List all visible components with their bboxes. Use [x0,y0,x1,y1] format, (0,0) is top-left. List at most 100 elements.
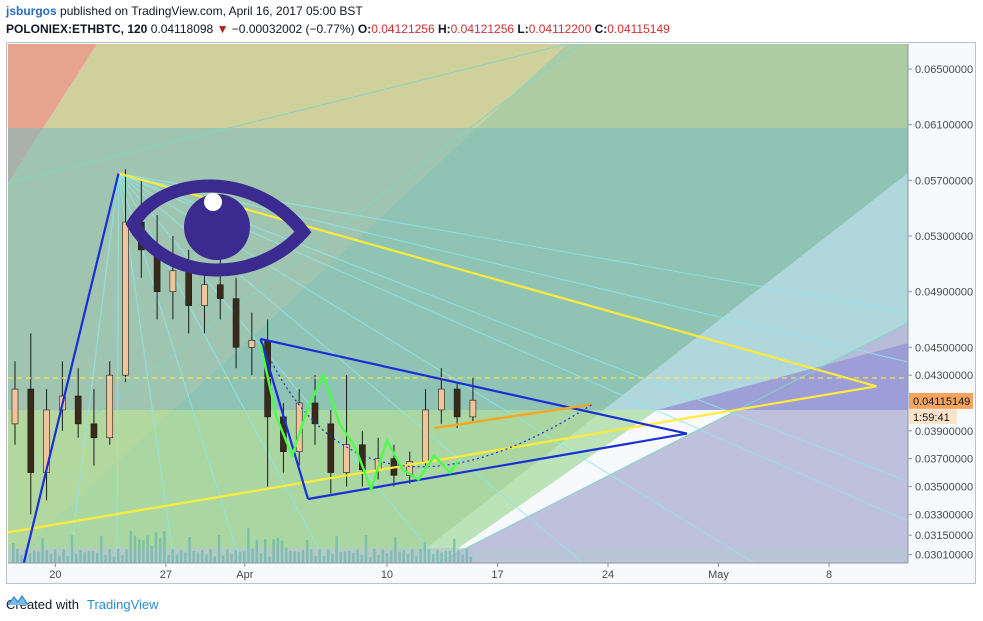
candle-body [169,270,177,292]
volume-bar [41,538,44,563]
tradingview-link[interactable]: TradingView [7,594,159,612]
volume-bar [49,553,53,563]
y-tick-label: 0.06100000 [915,120,973,132]
channel-line [96,44,581,414]
candle-body [11,388,19,425]
volume-bar [96,552,99,563]
zone-lower-green [8,410,657,563]
blue-drop-trendline [259,338,310,500]
volume-bar [348,550,351,563]
volume-bar [423,542,426,563]
candle-body [232,298,240,348]
y-tick-label: 0.03150000 [915,530,973,542]
volume-bar [264,539,267,563]
volume-bar [83,552,86,563]
x-tick-label: Apr [236,569,253,581]
volume-bar [394,537,397,563]
candle-body [90,423,98,439]
orange-target-line [434,403,593,430]
volume-bar [167,555,170,563]
volume-bar [188,536,191,563]
dotted-arc [260,338,593,468]
volume-bar [268,556,271,563]
volume-bar [138,539,141,563]
high-label: H: [438,22,451,36]
volume-bar [213,556,216,563]
y-tick-label: 0.04300000 [915,370,973,382]
candles [11,169,477,515]
open-value: 0.04121256 [371,22,435,36]
volume-bar [87,551,90,563]
green-wave-path [259,344,459,493]
volume-bar [112,556,116,563]
volume-bar [117,549,120,563]
fib-zones [8,44,908,563]
tradingview-brand: TradingView [86,596,159,612]
eye-iris [184,194,250,260]
volume-bar [100,535,103,563]
volume-bar [364,535,368,563]
volume-bar [184,552,187,563]
volume-bar [58,555,61,563]
price-chart[interactable]: 0.06500000 0.06100000 0.05700000 0.05300000… [7,43,975,583]
volume-bar [440,552,443,563]
axes: 0.06500000 0.06100000 0.05700000 0.05300000… [8,44,975,581]
volume-bar [180,549,183,563]
volume-bar [398,551,401,563]
candle-body [201,284,208,306]
y-tick-label: 0.03500000 [915,481,973,493]
fan-line [118,172,908,363]
low-label: L: [517,22,529,36]
volume-bar [427,549,431,563]
volume-bar [163,531,166,563]
volume-bar [457,549,460,563]
volume-bar [259,552,263,563]
volume-bar [108,549,111,563]
symbol-label[interactable]: POLONIEX:ETHBTC, 120 [6,22,148,36]
volume-bar [70,535,74,563]
volume-bar [293,551,296,563]
volume-bar [222,555,225,563]
volume-bar [465,549,468,563]
volume-bar [238,551,242,563]
eye-highlight [204,193,222,211]
volume-bar [453,538,456,563]
x-tick-label: 10 [381,569,393,581]
volume-bar [150,545,153,563]
volume-bar [125,549,128,563]
x-tick-label: 20 [49,569,61,581]
volume-bar [247,528,250,563]
volume-bar [154,532,158,563]
candle-body [327,423,335,473]
volume-bar [339,552,342,563]
countdown-box [909,408,957,424]
volume-bar [205,554,208,563]
footer: Created with TradingView [6,594,159,614]
author-link[interactable]: jsburgos [6,4,57,18]
volume-bar [196,552,200,563]
drawings [8,172,908,563]
volume-bar [272,539,275,563]
volume-bar [192,551,195,563]
volume-bar [352,552,355,563]
volume-bar [209,549,212,563]
volume-bar [314,556,317,563]
volume-bar [289,550,292,563]
volume-bar [146,535,149,563]
x-tick-label: 24 [602,569,614,581]
low-value: 0.04112200 [528,22,592,36]
volume-bar [322,555,326,563]
x-tick-label: May [708,569,729,581]
volume-bar [335,536,338,563]
chart-area[interactable]: 0.06500000 0.06100000 0.05700000 0.05300000… [6,42,976,584]
volume-bar [79,549,82,563]
y-tick-label: 0.03300000 [915,509,973,521]
y-tick-label: 0.06500000 [915,64,973,76]
volume-bar [436,549,439,563]
down-arrow-icon: ▼ [216,22,229,36]
volume-bar [385,553,389,563]
volume-bar [331,553,334,563]
yellow-upper-trendline [118,172,877,388]
volume-bar [369,556,372,563]
candle-body [27,388,35,473]
